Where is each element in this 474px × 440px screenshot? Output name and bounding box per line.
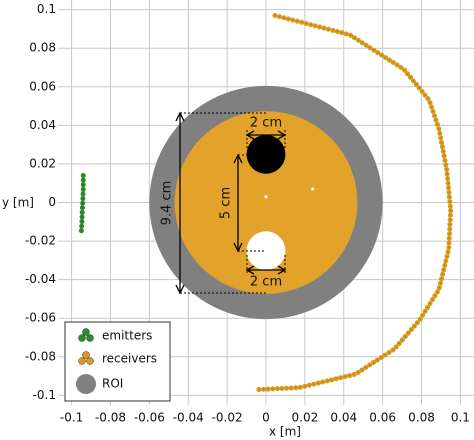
annotation: 9.4 cm — [160, 181, 175, 226]
x-tick-label: 0.1 — [451, 411, 470, 425]
region — [311, 187, 315, 191]
x-tick-label: 0.06 — [369, 411, 396, 425]
regions — [149, 85, 383, 320]
y-tick-label: 0.06 — [29, 79, 56, 93]
x-tick-label: 0.04 — [330, 411, 357, 425]
legend-swatch — [78, 357, 86, 365]
series — [78, 12, 454, 393]
x-tick-label: 0 — [262, 411, 270, 425]
legend-swatch — [76, 374, 96, 394]
dimensions: 2 cm 5 cm 9.4 cm 2 cm — [160, 111, 287, 295]
legend-label: ROI — [102, 377, 123, 391]
legend-label: receivers — [102, 352, 157, 366]
arrow — [175, 111, 185, 295]
region — [246, 134, 286, 174]
legend-swatch — [82, 328, 90, 336]
x-tick-label: 0.02 — [292, 411, 319, 425]
legend-swatch — [86, 334, 94, 342]
y-tick-label: 0.02 — [29, 156, 56, 170]
y-tick-label: -0.02 — [25, 234, 56, 248]
x-tick-label: 0.08 — [408, 411, 435, 425]
region — [264, 195, 268, 199]
legend-icons — [76, 328, 96, 394]
x-tick-label: -0.1 — [60, 411, 83, 425]
legend-swatch — [78, 334, 86, 342]
x-tick-label: -0.04 — [173, 411, 204, 425]
sensor-array — [78, 173, 86, 234]
x-tick-label: -0.02 — [212, 411, 243, 425]
region — [246, 231, 286, 271]
x-tick-label: -0.06 — [134, 411, 165, 425]
legend-label: emitters — [102, 329, 152, 343]
legend: emitters receivers ROI — [64, 321, 171, 402]
y-tick-label: 0.04 — [29, 118, 56, 132]
sensor-outline — [80, 175, 84, 232]
y-tick-label: 0 — [48, 195, 56, 209]
y-axis-label: y [m] — [2, 196, 34, 210]
x-tick-label: -0.08 — [95, 411, 126, 425]
y-tick-label: 0.08 — [29, 41, 56, 55]
y-tick-label: -0.04 — [25, 272, 56, 286]
sensor-array — [255, 12, 454, 393]
y-tick-label: -0.06 — [25, 311, 56, 325]
arrow — [233, 153, 243, 253]
annotation: 2 cm — [250, 116, 282, 131]
y-tick-label: -0.08 — [25, 349, 56, 363]
sensor-outline — [257, 14, 452, 391]
y-tick-label: 0.1 — [37, 2, 56, 16]
legend-swatch — [86, 357, 94, 365]
arrow — [245, 265, 287, 275]
region — [174, 111, 358, 294]
annotation: 5 cm — [219, 187, 234, 219]
x-axis-label: x [m] — [269, 425, 301, 439]
annotation: 2 cm — [250, 275, 282, 290]
legend-swatch — [82, 351, 90, 359]
y-tick-label: -0.1 — [33, 388, 56, 402]
